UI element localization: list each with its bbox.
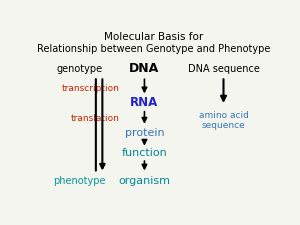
- Text: organism: organism: [118, 176, 170, 186]
- Text: protein: protein: [124, 128, 164, 138]
- Text: phenotype: phenotype: [53, 176, 106, 186]
- Text: RNA: RNA: [130, 96, 159, 109]
- Text: function: function: [122, 148, 167, 158]
- Text: Molecular Basis for: Molecular Basis for: [104, 32, 203, 42]
- Text: genotype: genotype: [56, 64, 102, 74]
- Text: transcription: transcription: [62, 84, 120, 93]
- Text: amino acid
sequence: amino acid sequence: [199, 111, 248, 130]
- Text: DNA sequence: DNA sequence: [188, 64, 260, 74]
- Text: Relationship between Genotype and Phenotype: Relationship between Genotype and Phenot…: [37, 44, 270, 54]
- Text: translation: translation: [71, 114, 120, 123]
- Text: DNA: DNA: [129, 62, 160, 75]
